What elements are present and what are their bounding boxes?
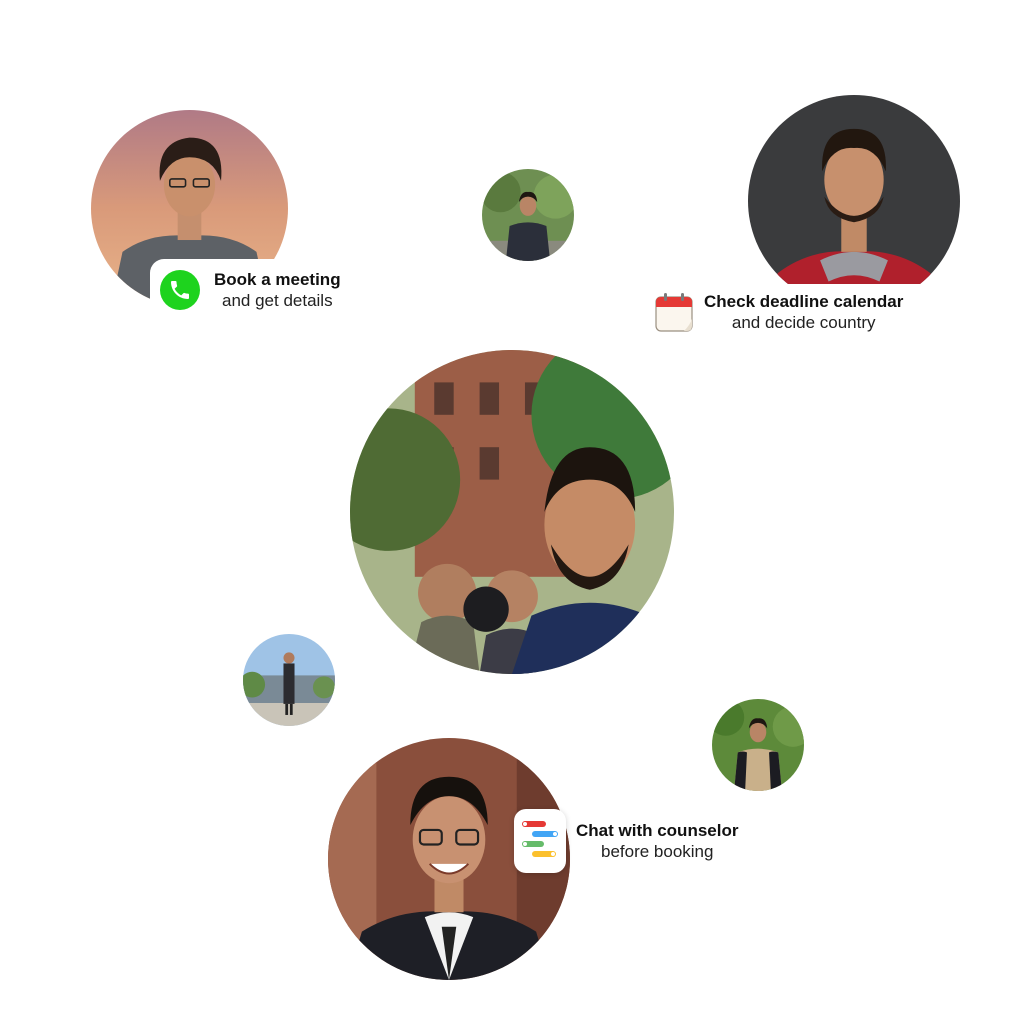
avatar-top-right: [748, 95, 960, 307]
deadline-calendar-callout[interactable]: Check deadline calendar and decide count…: [648, 284, 950, 340]
chat-counselor-callout[interactable]: Chat with counselor before booking: [514, 808, 764, 874]
calendar-icon: [655, 293, 693, 332]
meeting-title: Book a meeting: [214, 269, 341, 289]
avatar-small-left: [243, 634, 335, 726]
chat-app-icon: [514, 809, 566, 873]
avatar-center-group: [350, 350, 674, 674]
phone-icon: [160, 270, 200, 310]
meeting-subtitle: and get details: [222, 291, 333, 310]
chat-title: Chat with counselor: [576, 820, 739, 840]
deadline-subtitle: and decide country: [731, 313, 876, 332]
book-meeting-callout[interactable]: Book a meeting and get details: [150, 259, 375, 321]
deadline-title: Check deadline calendar: [704, 291, 904, 311]
avatar-small-right: [712, 699, 804, 791]
chat-subtitle: before booking: [600, 842, 714, 861]
avatar-small-top: [482, 169, 574, 261]
